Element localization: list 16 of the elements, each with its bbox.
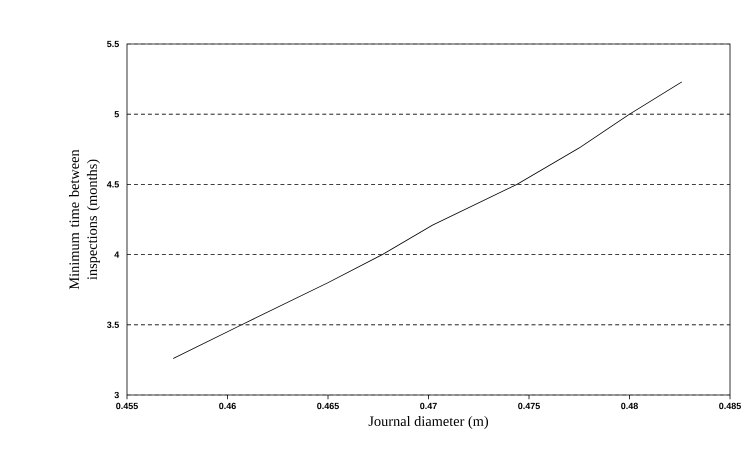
- x-tick-label: 0.455: [116, 402, 138, 410]
- x-tick-label: 0.475: [518, 402, 540, 410]
- line-series: [172, 82, 682, 359]
- x-axis-title: Journal diameter (m): [368, 416, 488, 429]
- y-tick-label: 5: [114, 111, 119, 118]
- y-axis-title: Minimum time between inspections (months): [68, 150, 100, 290]
- x-tick-label: 0.465: [317, 402, 339, 410]
- y-tick-label: 5.5: [107, 40, 119, 48]
- y-tick-label: 4.5: [106, 181, 119, 188]
- x-tick-label: 0.46: [219, 402, 236, 410]
- x-tick-label: 0.48: [621, 402, 638, 410]
- y-tick-label: 4: [114, 252, 120, 258]
- x-tick-label: 0.47: [420, 402, 437, 410]
- x-tick-label: 0.485: [719, 402, 741, 410]
- y-tick-label: 3.5: [106, 322, 119, 328]
- y-tick-label: 3: [114, 392, 119, 398]
